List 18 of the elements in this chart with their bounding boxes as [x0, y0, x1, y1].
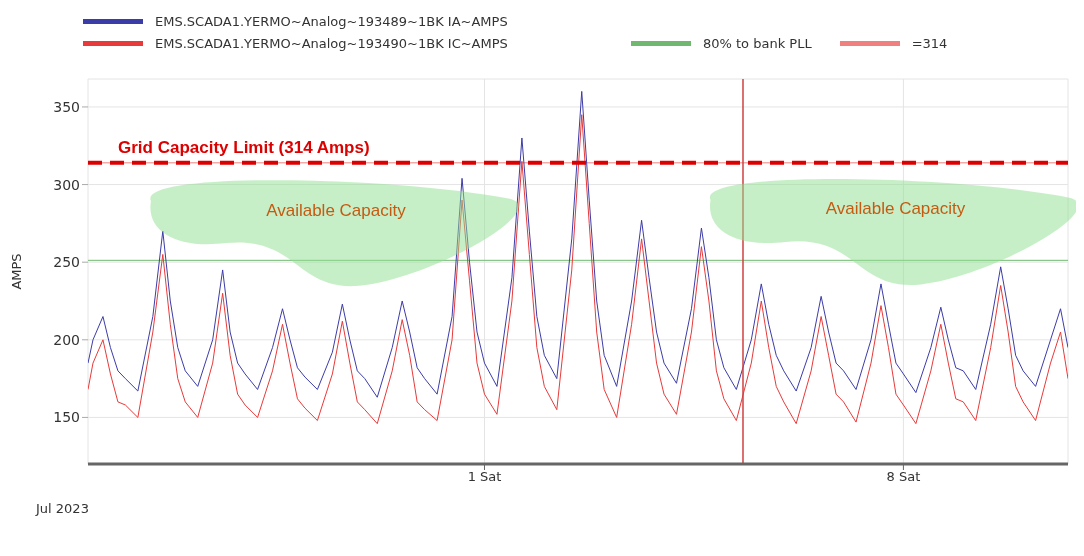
line-series [88, 114, 1068, 425]
y-axis-title: AMPS [8, 253, 24, 290]
annotation: Available Capacity [825, 199, 966, 219]
legend-label: EMS.SCADA1.YERMO~Analog~193490~1BK IC~AMPS [155, 35, 508, 51]
y-tick-label: 250 [53, 254, 80, 271]
y-tick-label: 200 [53, 331, 80, 348]
legend-label: =314 [911, 35, 948, 51]
y-tick-label: 150 [53, 409, 80, 426]
annotation: Available Capacity [266, 200, 407, 220]
legend-label: EMS.SCADA1.YERMO~Analog~193489~1BK IA~AMPS [155, 13, 508, 29]
x-tick-label: 1 Sat [467, 469, 502, 485]
x-axis-title: Jul 2023 [36, 501, 89, 516]
ref-line-label: Grid Capacity Limit (314 Amps) [118, 137, 370, 157]
legend-label: 80% to bank PLL [703, 35, 812, 51]
y-tick-label: 350 [53, 98, 80, 115]
y-tick-label: 300 [53, 176, 80, 193]
line-series [88, 90, 1068, 398]
x-tick-label: 8 Sat [886, 469, 921, 485]
